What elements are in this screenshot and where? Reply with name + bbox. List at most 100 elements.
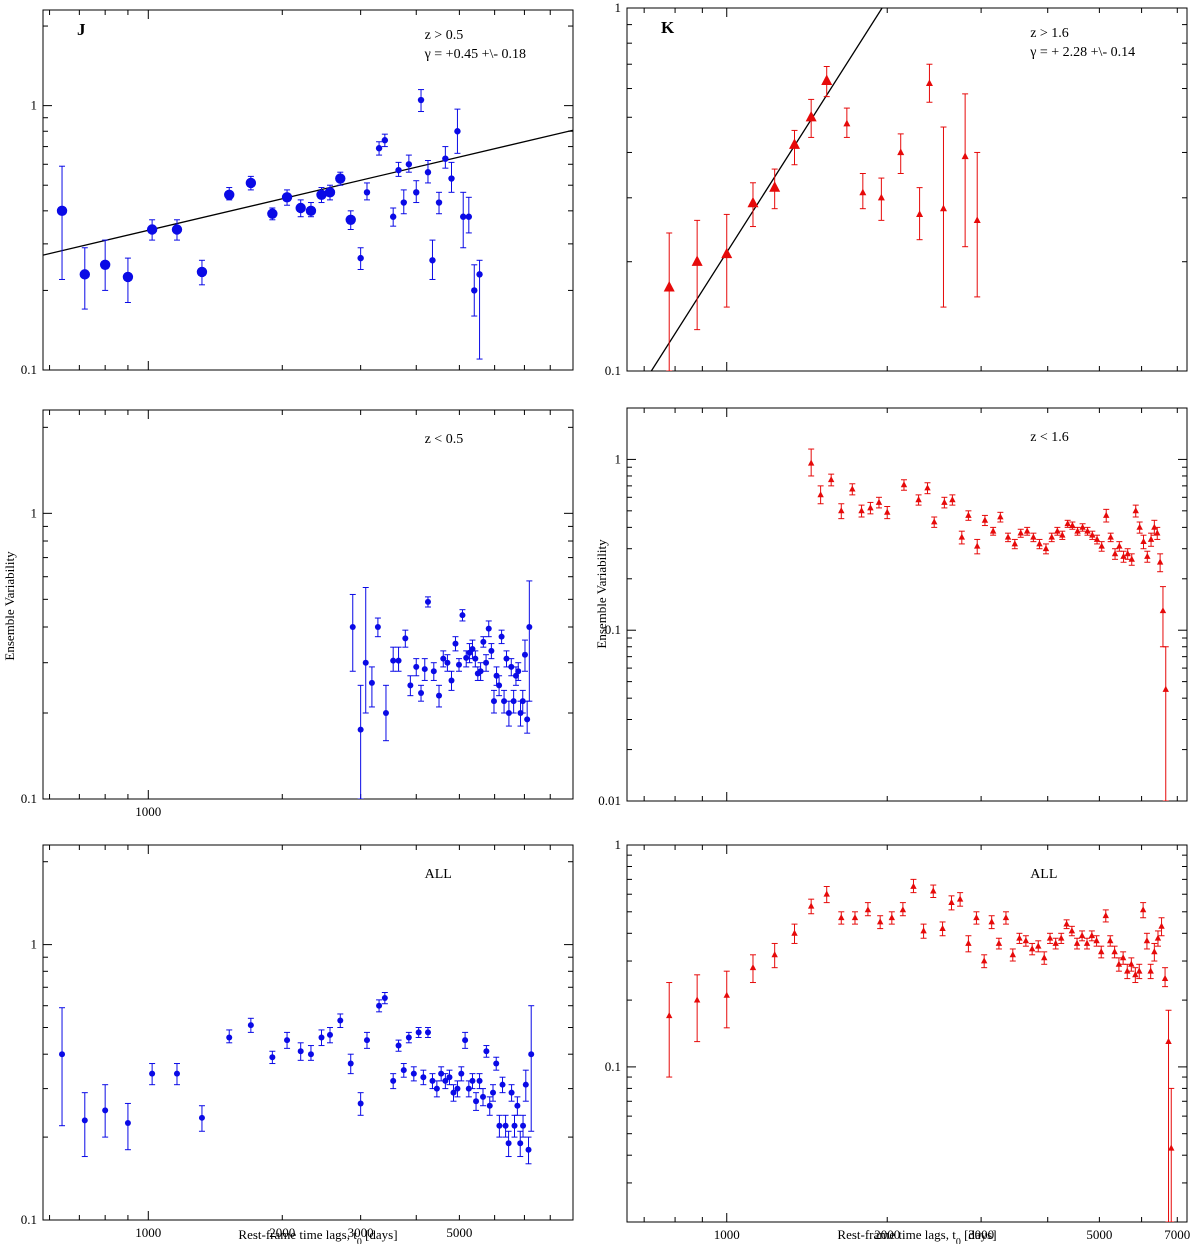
data-point (430, 668, 437, 675)
y-tick-label: 1 (31, 98, 38, 113)
data-point (56, 205, 68, 217)
y-tick-label: 0.01 (598, 793, 621, 808)
data-point (1165, 1037, 1172, 1045)
data-point (1147, 535, 1155, 542)
data-point (1036, 540, 1043, 547)
y-axis-title-left: Ensemble Variability (2, 551, 17, 661)
data-point (440, 655, 447, 662)
data-point (349, 624, 356, 631)
data-point (515, 668, 522, 675)
data-point (463, 654, 470, 661)
data-point (462, 1037, 469, 1044)
data-point (483, 1048, 490, 1055)
data-point (455, 661, 462, 668)
data-point (522, 1081, 529, 1088)
data-point (196, 266, 208, 278)
data-point (897, 148, 905, 156)
data-point (493, 1060, 500, 1067)
data-point (465, 213, 473, 220)
series-small (843, 63, 981, 308)
data-point (956, 895, 964, 902)
x-tick-label: 2000 (874, 1227, 900, 1242)
data-point (981, 516, 989, 523)
data-point (1023, 527, 1031, 534)
data-point (444, 659, 451, 666)
x-axis-title-main: Rest-frame time lags, t (837, 1227, 956, 1242)
data-point (939, 204, 947, 212)
y-tick-label: 0.1 (21, 791, 37, 806)
x-axis-title-sub: 0 (357, 1237, 362, 1244)
data-point (512, 672, 519, 679)
data-point (888, 914, 896, 921)
data-point (357, 254, 364, 262)
data-point (465, 1085, 472, 1092)
data-point (345, 214, 356, 225)
data-point (498, 633, 505, 640)
data-point (417, 96, 425, 104)
y-tick-label: 1 (615, 451, 622, 466)
data-point (335, 173, 346, 184)
data-point (1068, 927, 1076, 934)
data-point (480, 638, 487, 645)
data-point (1016, 934, 1023, 941)
data-point (245, 177, 257, 189)
data-point (693, 996, 701, 1003)
series-large (56, 165, 356, 310)
x-tick-label: 3000 (348, 1225, 374, 1240)
data-point (363, 189, 371, 196)
data-point (460, 213, 467, 220)
data-point (1162, 685, 1169, 692)
plot-frame (626, 407, 1188, 802)
data-point (1116, 542, 1123, 549)
x-tick-label: 5000 (446, 1225, 472, 1240)
data-point (1052, 939, 1059, 946)
data-point (989, 527, 997, 534)
data-point (663, 281, 675, 292)
data-point (469, 1077, 476, 1084)
data-point (102, 1107, 109, 1114)
data-point (1074, 527, 1081, 534)
data-point (1030, 533, 1037, 540)
series-points (349, 580, 533, 799)
data-point (459, 612, 466, 619)
y-tick-label: 1 (31, 937, 38, 952)
panel-J-high: 0.1 1 J z > 0.5 γ = +0.45 +\- 0.18 (21, 9, 574, 377)
data-point (1144, 552, 1151, 559)
data-point (920, 927, 927, 934)
y-tick-label: 0.1 (605, 1059, 621, 1074)
data-point (413, 663, 420, 670)
data-point (395, 166, 402, 174)
x-tick-label: 2000 (269, 1225, 295, 1240)
data-point (899, 906, 907, 913)
data-point (496, 1122, 503, 1129)
data-point (838, 914, 845, 921)
data-point (838, 507, 845, 514)
data-point (1161, 974, 1169, 981)
data-point (1151, 948, 1158, 955)
panel-letter: K (661, 18, 675, 37)
data-point (1098, 542, 1105, 549)
data-point (400, 199, 407, 206)
data-point (381, 137, 389, 144)
data-point (362, 659, 369, 666)
data-point (958, 533, 966, 540)
panel-J-all: 0.1 1 1000 2000 3000 5000 Rest-frame time lags… (21, 844, 574, 1244)
y-tick-label: 0.1 (21, 1212, 37, 1227)
data-point (486, 1102, 493, 1109)
data-point (1011, 540, 1019, 547)
data-point (458, 1070, 465, 1077)
data-point (1084, 527, 1091, 534)
data-point (381, 994, 388, 1001)
data-point (424, 598, 431, 605)
panel-annotation: z < 1.6 (1030, 430, 1069, 445)
panel-annotation: ALL (425, 867, 452, 882)
data-point (666, 1012, 673, 1019)
data-point (390, 657, 397, 664)
data-point (817, 491, 824, 498)
data-point (407, 682, 414, 689)
data-point (1035, 942, 1042, 949)
data-point (382, 710, 389, 717)
data-point (949, 496, 956, 503)
data-point (1156, 558, 1164, 565)
data-point (723, 991, 730, 998)
